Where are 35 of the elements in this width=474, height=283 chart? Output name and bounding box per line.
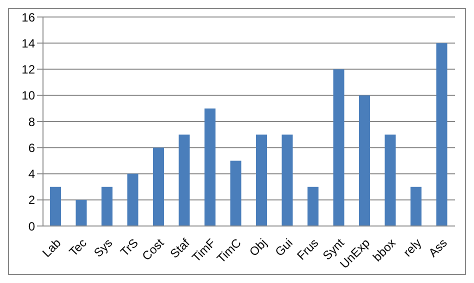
x-tick-label: Tec [66,236,90,259]
bar [333,69,344,226]
y-tick-label: 16 [22,10,36,24]
y-tick-label: 14 [22,36,36,50]
bar [50,186,61,226]
x-tick-label: Gui [272,236,296,259]
bar [436,43,448,226]
y-tick-label: 6 [28,140,36,155]
bar [410,186,422,226]
x-tick-label: Staf [167,235,193,261]
bar [204,108,216,226]
y-tick-label: 10 [22,88,36,103]
y-tick-label: 8 [28,114,36,129]
bar [282,134,293,226]
x-tick-label: Lab [40,236,64,260]
x-tick-label: TrS [118,236,141,260]
bar [359,95,370,226]
bar [178,134,190,226]
x-tick-label: Sys [91,236,116,260]
bar [308,186,318,226]
bar [127,174,138,226]
x-tick-label: Obj [246,236,270,259]
x-tick-label: Frus [294,236,322,263]
bar [230,160,242,226]
x-tick-label: rely [400,236,424,260]
bar [384,134,396,226]
y-tick-label: 2 [28,193,36,208]
y-tick-label: 0 [28,219,36,234]
bar [102,186,112,226]
bar [256,134,267,226]
y-tick-label: 4 [28,167,36,182]
y-tick-label: 12 [22,62,36,77]
bar [153,148,164,226]
x-tick-label: Ass [426,236,450,260]
bar [76,200,87,226]
